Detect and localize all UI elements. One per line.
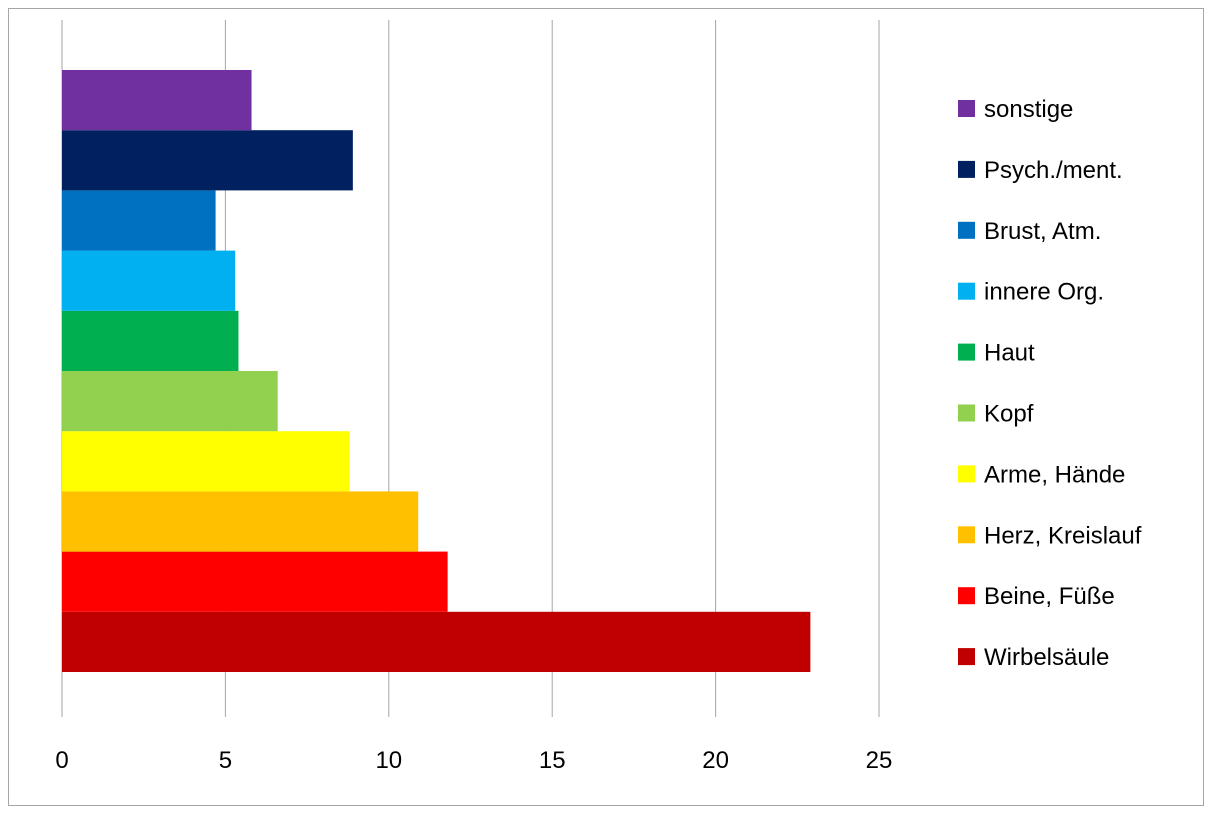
legend-swatch — [958, 648, 975, 666]
legend-label: Brust, Atm. — [984, 218, 1101, 245]
legend-swatch — [958, 100, 975, 117]
legend-swatch — [958, 343, 975, 361]
legend-item: Psych./ment. — [958, 157, 1123, 184]
legend-item: Brust, Atm. — [958, 218, 1101, 245]
legend-swatch — [958, 526, 975, 544]
legend-item: sonstige — [958, 96, 1073, 123]
legend-swatch — [958, 282, 975, 300]
bars — [62, 70, 811, 672]
legend-swatch — [958, 404, 975, 422]
legend-label: Wirbelsäule — [984, 644, 1109, 671]
legend-label: Arme, Hände — [984, 461, 1125, 488]
legend-item: Herz, Kreislauf — [958, 522, 1142, 549]
x-tick-label: 20 — [702, 747, 729, 774]
legend-label: Herz, Kreislauf — [984, 522, 1142, 549]
legend-item: Kopf — [958, 401, 1034, 428]
x-tick-label: 10 — [375, 747, 402, 774]
legend-label: Haut — [984, 340, 1035, 367]
bar-9 — [62, 130, 353, 191]
legend-label: innere Org. — [984, 279, 1104, 306]
bar-6 — [62, 310, 239, 371]
legend-label: sonstige — [984, 96, 1073, 123]
bar-7 — [62, 250, 236, 311]
legend-swatch — [958, 465, 975, 483]
x-tick-label: 25 — [866, 747, 893, 774]
x-tick-label: 5 — [219, 747, 232, 774]
legend-item: innere Org. — [958, 279, 1104, 306]
legend-item: Arme, Hände — [958, 461, 1125, 488]
legend-label: Psych./ment. — [984, 157, 1123, 184]
legend-swatch — [958, 221, 975, 239]
legend-swatch — [958, 587, 975, 605]
bar-1 — [62, 611, 811, 672]
legend: sonstige Psych./ment. Brust, Atm. innere Or… — [958, 96, 1142, 671]
legend-item: Wirbelsäule — [958, 644, 1109, 671]
bar-10 — [62, 70, 252, 131]
legend-item: Haut — [958, 340, 1035, 367]
bar-4 — [62, 431, 350, 492]
bar-8 — [62, 190, 216, 251]
bar-5 — [62, 371, 278, 432]
x-tick-label: 15 — [539, 747, 566, 774]
x-axis-ticks: 0 5 10 15 20 25 — [55, 747, 892, 774]
legend-item: Beine, Füße — [958, 583, 1115, 610]
bar-2 — [62, 551, 448, 612]
legend-swatch — [958, 160, 975, 178]
x-tick-label: 0 — [55, 747, 68, 774]
legend-label: Beine, Füße — [984, 583, 1115, 610]
bar-3 — [62, 491, 419, 552]
legend-label: Kopf — [984, 401, 1034, 428]
